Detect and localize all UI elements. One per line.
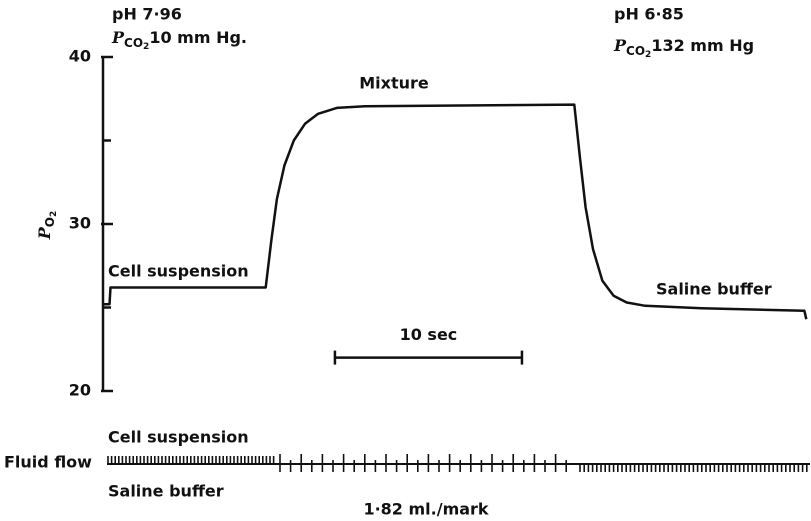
- flow-unit-label: 1·82 ml./mark: [363, 500, 488, 519]
- right-pco2: PCO2132 mm Hg: [613, 36, 754, 60]
- y-tick-label: 40: [69, 47, 91, 66]
- mixture-label: Mixture: [359, 74, 429, 93]
- y-tick-label: 30: [69, 214, 91, 233]
- flow-top-label: Cell suspension: [108, 428, 249, 447]
- scale-bar-label: 10 sec: [400, 325, 458, 344]
- left-ph: pH 7·96: [112, 5, 182, 24]
- y-tick-label: 20: [69, 381, 91, 400]
- left-pco2: PCO210 mm Hg.: [111, 28, 247, 52]
- flow-bottom-label: Saline buffer: [108, 482, 224, 501]
- right-ph: pH 6·85: [614, 5, 684, 24]
- y-axis-label: PO2: [35, 211, 59, 241]
- cell-suspension-label: Cell suspension: [108, 262, 249, 281]
- saline-buffer-label: Saline buffer: [656, 280, 772, 299]
- flow-label: Fluid flow: [4, 453, 92, 472]
- trace: [103, 103, 808, 320]
